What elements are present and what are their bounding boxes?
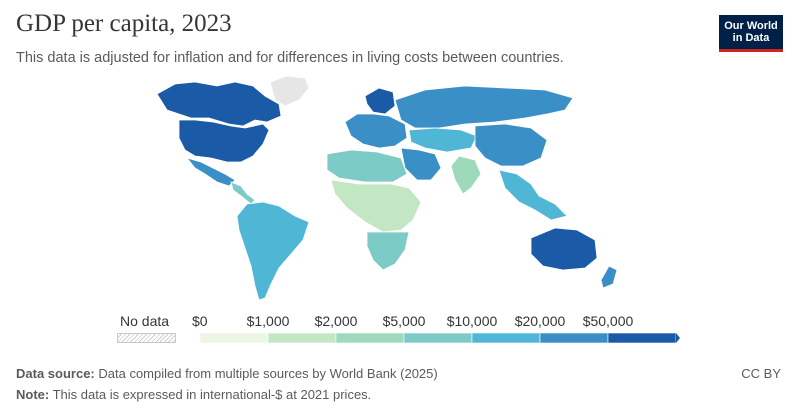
legend-tick-label: $20,000 — [514, 313, 566, 329]
map-region-north-africa[interactable] — [326, 149, 408, 183]
map-region-southeast-asia[interactable] — [498, 169, 568, 221]
legend-color-bar[interactable] — [200, 333, 680, 343]
world-map[interactable] — [95, 70, 675, 310]
note: Note: This data is expressed in internat… — [16, 387, 371, 402]
legend-tick-label: $10,000 — [446, 313, 498, 329]
map-region-australia[interactable] — [530, 227, 598, 271]
note-label: Note: — [16, 387, 50, 402]
legend-tick-label: $5,000 — [382, 313, 426, 329]
map-region-central-america[interactable] — [230, 181, 256, 205]
owid-logo[interactable]: Our World in Data — [719, 15, 783, 52]
legend-bin[interactable] — [539, 333, 609, 343]
note-text: This data is expressed in international-… — [52, 387, 372, 402]
data-source-text[interactable]: Data compiled from multiple sources by W… — [98, 366, 438, 381]
legend-tick-label: $50,000 — [582, 313, 634, 329]
map-region-new-zealand[interactable] — [600, 265, 618, 289]
map-region-middle-east[interactable] — [400, 147, 442, 181]
legend-bin[interactable] — [403, 333, 473, 343]
map-region-central-asia[interactable] — [408, 127, 478, 153]
map-region-united-states[interactable] — [178, 119, 270, 163]
map-region-russia[interactable] — [394, 85, 574, 129]
map-region-sub-saharan-africa[interactable] — [330, 179, 422, 233]
map-region-southern-africa[interactable] — [366, 231, 410, 271]
chart-subtitle: This data is adjusted for inflation and … — [16, 50, 564, 66]
data-source-label: Data source: — [16, 366, 95, 381]
data-source: Data source: Data compiled from multiple… — [16, 366, 438, 381]
map-region-greenland[interactable] — [269, 75, 310, 107]
legend-bin[interactable] — [607, 333, 677, 343]
legend-no-data-label: No data — [120, 313, 170, 329]
map-region-south-america[interactable] — [236, 201, 310, 301]
map-region-india[interactable] — [450, 155, 482, 195]
legend-tick-label: $0 — [192, 313, 208, 329]
legend-arrow-tip — [676, 333, 680, 343]
license-link[interactable]: CC BY — [741, 366, 781, 381]
legend-bin[interactable] — [471, 333, 541, 343]
map-region-canada[interactable] — [156, 81, 282, 127]
legend-tick-label: $1,000 — [246, 313, 290, 329]
map-region-northern-europe[interactable] — [364, 87, 396, 115]
legend-bin[interactable] — [335, 333, 405, 343]
legend-tick-label: $2,000 — [314, 313, 358, 329]
logo-line-1: Our World — [724, 20, 778, 32]
legend-no-data-swatch[interactable] — [117, 333, 176, 343]
legend-bin[interactable] — [200, 333, 269, 343]
logo-line-2: in Data — [732, 32, 770, 44]
map-region-china[interactable] — [474, 123, 548, 167]
legend-bin[interactable] — [267, 333, 337, 343]
map-region-europe[interactable] — [344, 113, 408, 149]
chart-title: GDP per capita, 2023 — [16, 10, 232, 37]
